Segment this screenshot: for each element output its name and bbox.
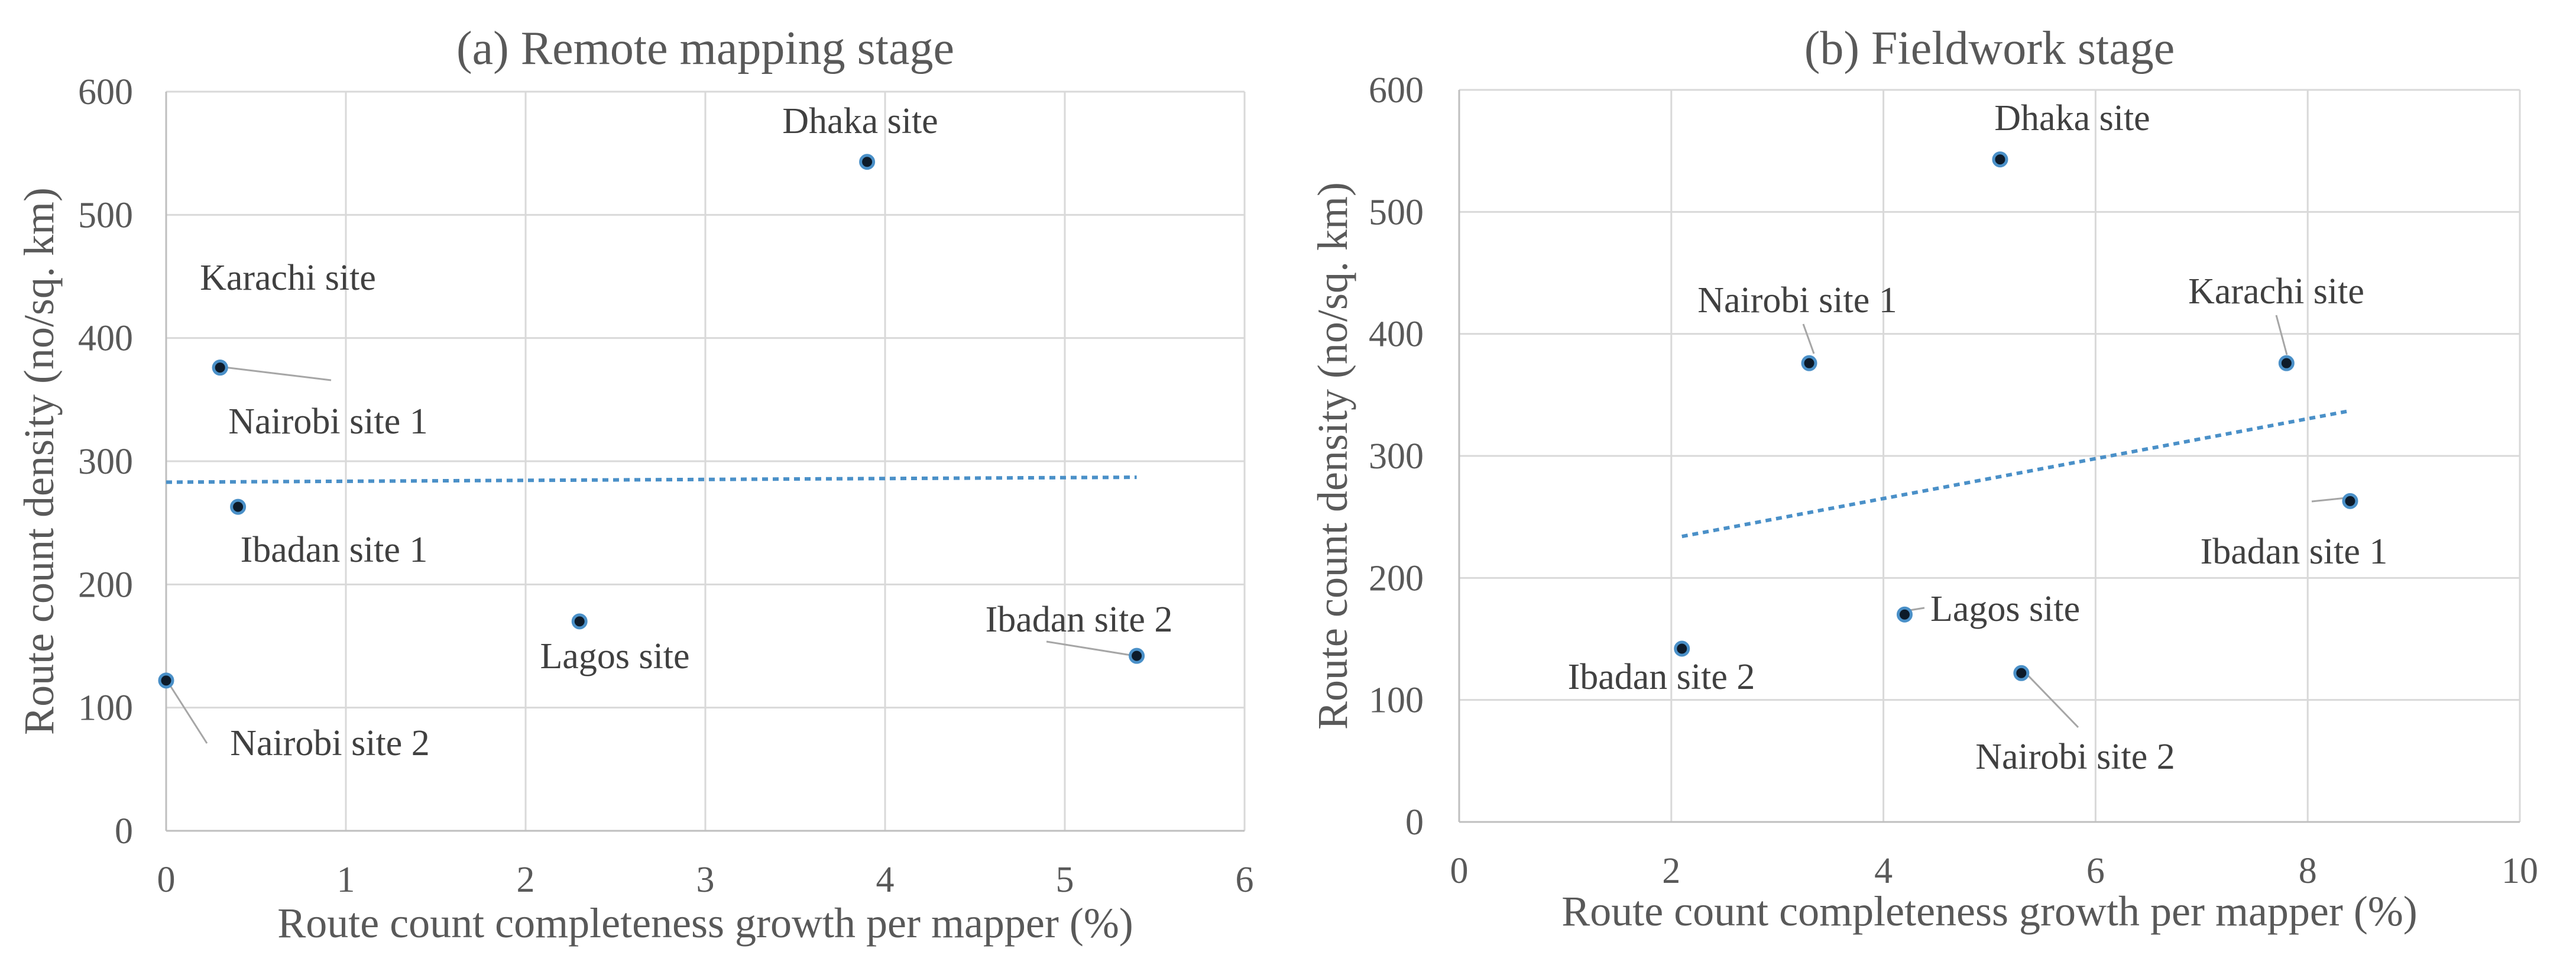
y-tick-label: 0 xyxy=(1405,802,1424,843)
leader-line xyxy=(1802,323,1815,354)
data-point xyxy=(571,613,588,630)
point-label: Ibadan site 1 xyxy=(2201,532,2388,572)
y-tick-label: 100 xyxy=(78,688,133,729)
leader-line xyxy=(219,365,332,381)
point-label: Dhaka site xyxy=(1994,98,2150,138)
y-tick-label: 600 xyxy=(1369,70,1424,111)
leader-line xyxy=(1909,607,1925,611)
chart-fieldwork: 0 100 200 300 400 500 600 0 2 4 6 8 10 (b) Fieldwork … xyxy=(1309,22,2538,935)
y-tick-label: 100 xyxy=(1369,681,1424,721)
x-tick-label: 6 xyxy=(2086,851,2105,891)
data-point xyxy=(158,672,174,689)
x-tick-label: 2 xyxy=(517,860,535,900)
x-tick-label: 2 xyxy=(1662,851,1680,891)
y-tick-label: 600 xyxy=(78,72,133,112)
chart-remote-mapping: 0 100 200 300 400 500 600 0 1 2 3 4 5 6 (a) Remote map… xyxy=(15,22,1254,947)
x-tick-label: 4 xyxy=(1874,851,1893,891)
x-tick-label: 3 xyxy=(696,860,715,900)
y-axis-title: Route count density (no/sq. km) xyxy=(15,187,63,735)
point-label: Nairobi site 2 xyxy=(230,723,430,763)
chart-title: (b) Fieldwork stage xyxy=(1804,22,2175,75)
point-label: Dhaka site xyxy=(782,101,938,141)
data-point xyxy=(2342,493,2358,509)
y-tick-label: 200 xyxy=(1369,558,1424,598)
x-tick-label: 1 xyxy=(337,860,355,900)
point-label: Nairobi site 1 xyxy=(228,402,428,442)
data-point xyxy=(1801,355,1817,371)
data-point xyxy=(1992,151,2008,168)
data-point xyxy=(1129,648,1145,664)
trendline xyxy=(166,475,1137,484)
data-point xyxy=(212,360,228,376)
x-tick-label: 0 xyxy=(157,860,176,900)
leader-line xyxy=(2026,673,2079,729)
x-tick-label: 5 xyxy=(1056,860,1074,900)
data-point xyxy=(1674,640,1690,657)
x-axis-title: Route count completeness growth per mapp… xyxy=(1561,888,2418,935)
x-tick-label: 4 xyxy=(876,860,895,900)
point-label: Ibadan site 1 xyxy=(241,530,428,570)
point-label: Ibadan site 2 xyxy=(1568,657,1755,697)
y-tick-label: 400 xyxy=(1369,315,1424,355)
point-label: Lagos site xyxy=(1930,589,2080,629)
leader-line xyxy=(167,682,208,744)
y-axis-title: Route count density (no/sq. km) xyxy=(1309,182,1356,730)
leader-line xyxy=(2275,315,2288,355)
data-point xyxy=(2278,355,2295,371)
y-tick-label: 400 xyxy=(78,319,133,359)
leader-line xyxy=(2311,497,2347,503)
point-label: Nairobi site 2 xyxy=(1975,737,2175,777)
point-label: Lagos site xyxy=(540,636,689,676)
data-point xyxy=(230,498,247,515)
x-tick-label: 6 xyxy=(1236,860,1254,900)
y-tick-label: 500 xyxy=(78,195,133,235)
data-point xyxy=(859,154,876,170)
x-tick-label: 0 xyxy=(1450,851,1469,891)
point-label: Ibadan site 2 xyxy=(986,600,1173,640)
y-tick-label: 500 xyxy=(1369,192,1424,232)
point-label: Karachi site xyxy=(200,258,376,298)
y-tick-label: 300 xyxy=(1369,436,1424,477)
point-label: Nairobi site 1 xyxy=(1697,280,1897,320)
chart-title: (a) Remote mapping stage xyxy=(456,22,954,75)
data-point xyxy=(1896,606,1913,623)
trendline xyxy=(1681,409,2351,539)
x-axis-title: Route count completeness growth per mapp… xyxy=(277,899,1133,947)
point-label: Karachi site xyxy=(2188,271,2364,312)
x-tick-label: 10 xyxy=(2502,851,2538,891)
y-tick-label: 0 xyxy=(115,811,133,852)
x-tick-label: 8 xyxy=(2299,851,2317,891)
data-point xyxy=(2013,665,2030,681)
y-tick-label: 300 xyxy=(78,442,133,482)
y-tick-label: 200 xyxy=(78,565,133,605)
leader-line xyxy=(1046,640,1139,658)
